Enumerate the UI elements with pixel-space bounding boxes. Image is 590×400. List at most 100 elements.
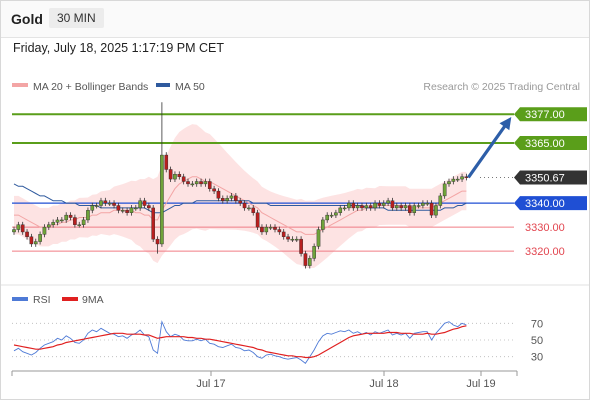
candle-body — [247, 207, 251, 210]
candle-body — [447, 181, 451, 185]
candle-body — [312, 246, 316, 259]
legend-swatch-ma20 — [12, 83, 28, 87]
candle-body — [455, 178, 460, 181]
candle-body — [120, 210, 125, 212]
level-tag-bg — [514, 196, 587, 211]
x-axis: Jul 17 Jul 18 Jul 19 — [11, 371, 518, 390]
candle-body — [373, 202, 377, 209]
rsi-tick-label: 70 — [531, 318, 543, 330]
level-tags: 3377.00 3365.00 3350.67 3340.00 3330.00 3320.… — [514, 107, 587, 258]
candle-body — [268, 226, 273, 229]
rsi-tick-label: 30 — [531, 352, 543, 364]
forecast-arrow-head — [499, 117, 512, 131]
candle-body — [416, 205, 421, 207]
candle-body — [164, 154, 169, 170]
candle-body — [125, 210, 129, 213]
candle-body — [77, 224, 82, 226]
level-tag-label: 3340.00 — [525, 198, 565, 210]
candle-body — [403, 205, 408, 209]
level-tag-bg — [514, 136, 587, 151]
candle-body — [173, 174, 177, 180]
candle-body — [251, 207, 256, 213]
candle-body — [51, 222, 55, 225]
candle-body — [155, 238, 160, 245]
level-tag-bg — [514, 107, 587, 122]
candle-body — [103, 200, 108, 204]
candle-body — [86, 210, 90, 221]
candle-body — [434, 205, 438, 216]
candle-body — [281, 231, 286, 237]
candle-body — [29, 236, 34, 245]
candle-body — [216, 190, 221, 199]
level-tag-label: 3365.00 — [525, 138, 565, 150]
candle-body — [351, 202, 356, 209]
candle-body — [160, 154, 164, 245]
candle-body — [47, 224, 51, 228]
candle-body — [377, 202, 382, 206]
candle-body — [190, 183, 195, 186]
bollinger-band — [14, 124, 467, 269]
bollinger-fill — [14, 124, 467, 269]
candle-body — [68, 214, 73, 218]
rsi-ma-line — [13, 325, 467, 359]
rsi-pane: 70 50 30 — [12, 318, 543, 364]
candle-body — [299, 238, 303, 254]
candle-body — [303, 253, 308, 266]
candle-body — [395, 205, 399, 209]
candle-body — [412, 205, 417, 213]
candle-body — [129, 207, 134, 213]
candle-body — [73, 217, 77, 225]
candle-body — [438, 195, 443, 206]
legend-label-ma20: MA 20 + Bollinger Bands — [33, 81, 148, 93]
candle-body — [212, 188, 216, 192]
candle-body — [286, 236, 290, 240]
legend-label-rsi-ma: 9MA — [82, 294, 104, 306]
candle-body — [94, 205, 99, 207]
candle-body — [242, 202, 247, 209]
candle-body — [138, 200, 142, 209]
level-tag-bg — [514, 170, 587, 185]
rsi-line — [13, 320, 467, 364]
timestamp: Friday, July 18, 2025 1:17:19 PM CET — [13, 41, 224, 55]
candle-body — [133, 207, 138, 210]
level-tag-label: 3377.00 — [525, 109, 565, 121]
candle-body — [107, 202, 112, 205]
level-tag-label: 3330.00 — [525, 222, 565, 234]
candle-body — [99, 200, 103, 206]
x-tick-label: Jul 17 — [196, 378, 225, 390]
x-tick-label: Jul 19 — [466, 378, 495, 390]
chart-header: Gold 30 MIN — [1, 1, 589, 38]
forecast-arrow-shaft — [467, 119, 511, 179]
candle-body — [277, 229, 282, 233]
candle-body — [368, 205, 373, 209]
legend-swatch-ma50 — [156, 83, 170, 87]
candle-body — [460, 176, 464, 180]
candle-body — [60, 219, 64, 222]
forecast-arrow — [467, 117, 512, 179]
candle-body — [194, 181, 199, 185]
timeframe-badge[interactable]: 30 MIN — [49, 8, 104, 28]
candle-body — [20, 224, 25, 233]
candle-body — [308, 258, 312, 266]
candle-body — [355, 205, 360, 209]
candle-body — [116, 205, 121, 211]
legend-swatch-rsi-ma — [62, 297, 78, 301]
candle-body — [186, 181, 190, 185]
candle-body — [451, 178, 456, 182]
candle-body — [42, 226, 47, 235]
candle-body — [112, 202, 116, 206]
candle-body — [229, 195, 234, 199]
candles — [12, 102, 469, 269]
candle-body — [38, 234, 42, 242]
candle-body — [168, 169, 173, 180]
candle-body — [290, 238, 295, 241]
candle-body — [264, 226, 269, 233]
candle-body — [273, 226, 277, 230]
candle-body — [429, 202, 434, 216]
candle-body — [338, 207, 343, 213]
candle-body — [442, 183, 447, 197]
candle-body — [360, 205, 364, 209]
candle-body — [425, 202, 430, 205]
candle-body — [177, 174, 182, 177]
